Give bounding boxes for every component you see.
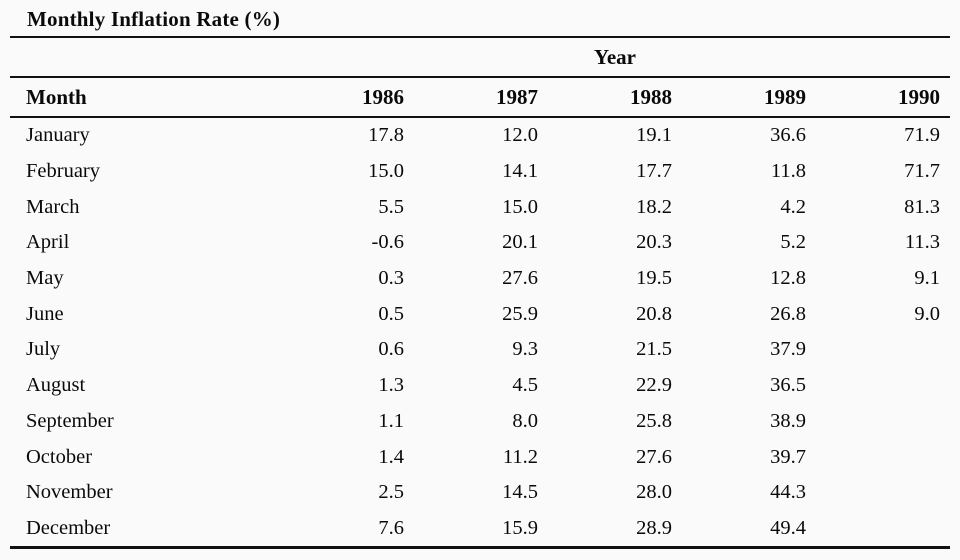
value-cell: 39.7 (770, 445, 806, 468)
value-cell: 2.5 (378, 481, 404, 504)
value-cell (816, 475, 950, 511)
value-cell: 25.9 (502, 302, 538, 325)
value-cell: 4.2 (780, 195, 806, 218)
value-cell: 11.8 (770, 160, 806, 183)
value-cell (816, 511, 950, 548)
value-cell: 38.9 (770, 409, 806, 432)
value-cell: 27.6 (636, 445, 672, 468)
table-row: April -0.6 20.1 20.3 5.2 11.3 (10, 225, 950, 261)
value-cell: 0.6 (378, 338, 404, 361)
table-row: December 7.6 15.9 28.9 49.4 (10, 511, 950, 548)
table-row: February 15.0 14.1 17.7 11.8 71.7 (10, 154, 950, 190)
month-cell: April (26, 231, 70, 254)
empty-corner-cell (10, 38, 280, 78)
value-cell: 9.0 (914, 302, 940, 325)
month-cell: January (26, 124, 90, 147)
month-cell: June (26, 302, 64, 325)
value-cell: 1.4 (378, 445, 404, 468)
table-body: January 17.8 12.0 19.1 36.6 71.9 February 15.0 1… (10, 117, 950, 548)
year-header-1989: 1989 (682, 77, 816, 118)
year-header-1986: 1986 (280, 77, 414, 118)
value-cell: 36.5 (770, 374, 806, 397)
value-cell: 11.2 (502, 445, 538, 468)
value-cell: 26.8 (770, 302, 806, 325)
value-cell: 71.9 (904, 124, 940, 147)
month-cell: September (26, 409, 114, 432)
year-header-1987: 1987 (414, 77, 548, 118)
table-row: June 0.5 25.9 20.8 26.8 9.0 (10, 296, 950, 332)
month-cell: February (26, 160, 101, 183)
value-cell: 9.1 (914, 267, 940, 290)
value-cell: 37.9 (770, 338, 806, 361)
table-row: November 2.5 14.5 28.0 44.3 (10, 475, 950, 511)
value-cell: 5.2 (780, 231, 806, 254)
month-column-header: Month (10, 77, 280, 118)
value-cell: 21.5 (636, 338, 672, 361)
value-cell: 36.6 (770, 124, 806, 147)
value-cell: 22.9 (636, 374, 672, 397)
table-row: October 1.4 11.2 27.6 39.7 (10, 439, 950, 475)
month-cell: November (26, 481, 113, 504)
value-cell: 0.3 (378, 267, 404, 290)
value-cell: 20.3 (636, 231, 672, 254)
value-cell: 28.9 (636, 516, 672, 539)
value-cell: 17.7 (636, 160, 672, 183)
value-cell: 12.0 (502, 124, 538, 147)
table-row: August 1.3 4.5 22.9 36.5 (10, 368, 950, 404)
year-group-row: Year (10, 38, 950, 78)
value-cell: 19.1 (636, 124, 672, 147)
value-cell: 20.1 (502, 231, 538, 254)
table-row: March 5.5 15.0 18.2 4.2 81.3 (10, 189, 950, 225)
value-cell: 20.8 (636, 302, 672, 325)
value-cell: 4.5 (512, 374, 538, 397)
value-cell: 14.5 (502, 481, 538, 504)
value-cell: 19.5 (636, 267, 672, 290)
value-cell: 71.7 (904, 160, 940, 183)
value-cell: 27.6 (502, 267, 538, 290)
value-cell: 8.0 (512, 409, 538, 432)
value-cell: 9.3 (512, 338, 538, 361)
table-title: Monthly Inflation Rate (%) (10, 0, 950, 38)
value-cell: 17.8 (368, 124, 404, 147)
value-cell: 44.3 (770, 481, 806, 504)
value-cell: 7.6 (378, 516, 404, 539)
value-cell (816, 439, 950, 475)
value-cell (816, 332, 950, 368)
value-cell: 5.5 (378, 195, 404, 218)
year-header-1990: 1990 (816, 77, 950, 118)
table-row: January 17.8 12.0 19.1 36.6 71.9 (10, 117, 950, 154)
value-cell: 1.3 (378, 374, 404, 397)
value-cell: 15.0 (502, 195, 538, 218)
value-cell (816, 368, 950, 404)
value-cell: 28.0 (636, 481, 672, 504)
value-cell: 15.0 (368, 160, 404, 183)
month-cell: December (26, 516, 111, 539)
month-cell: March (26, 195, 80, 218)
value-cell: 12.8 (770, 267, 806, 290)
value-cell: 18.2 (636, 195, 672, 218)
table-row: May 0.3 27.6 19.5 12.8 9.1 (10, 261, 950, 297)
value-cell: -0.6 (371, 231, 404, 254)
month-cell: May (26, 267, 64, 290)
value-cell: 25.8 (636, 409, 672, 432)
value-cell: 1.1 (378, 409, 404, 432)
value-cell: 15.9 (502, 516, 538, 539)
monthly-inflation-table: Year Month 1986 1987 1988 1989 1990 January 1… (10, 38, 950, 550)
table-row: July 0.6 9.3 21.5 37.9 (10, 332, 950, 368)
month-cell: October (26, 445, 93, 468)
value-cell (816, 404, 950, 440)
value-cell: 14.1 (502, 160, 538, 183)
value-cell: 81.3 (904, 195, 940, 218)
value-cell: 49.4 (770, 516, 806, 539)
year-group-header: Year (280, 38, 950, 78)
table-row: September 1.1 8.0 25.8 38.9 (10, 404, 950, 440)
month-cell: July (26, 338, 61, 361)
month-cell: August (26, 374, 86, 397)
value-cell: 11.3 (904, 231, 940, 254)
year-header-1988: 1988 (548, 77, 682, 118)
column-header-row: Month 1986 1987 1988 1989 1990 (10, 77, 950, 118)
value-cell: 0.5 (378, 302, 404, 325)
